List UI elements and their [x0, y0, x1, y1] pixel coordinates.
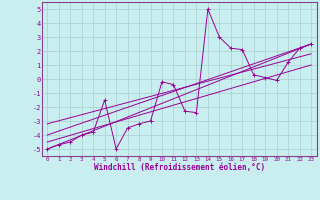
X-axis label: Windchill (Refroidissement éolien,°C): Windchill (Refroidissement éolien,°C) [94, 163, 265, 172]
